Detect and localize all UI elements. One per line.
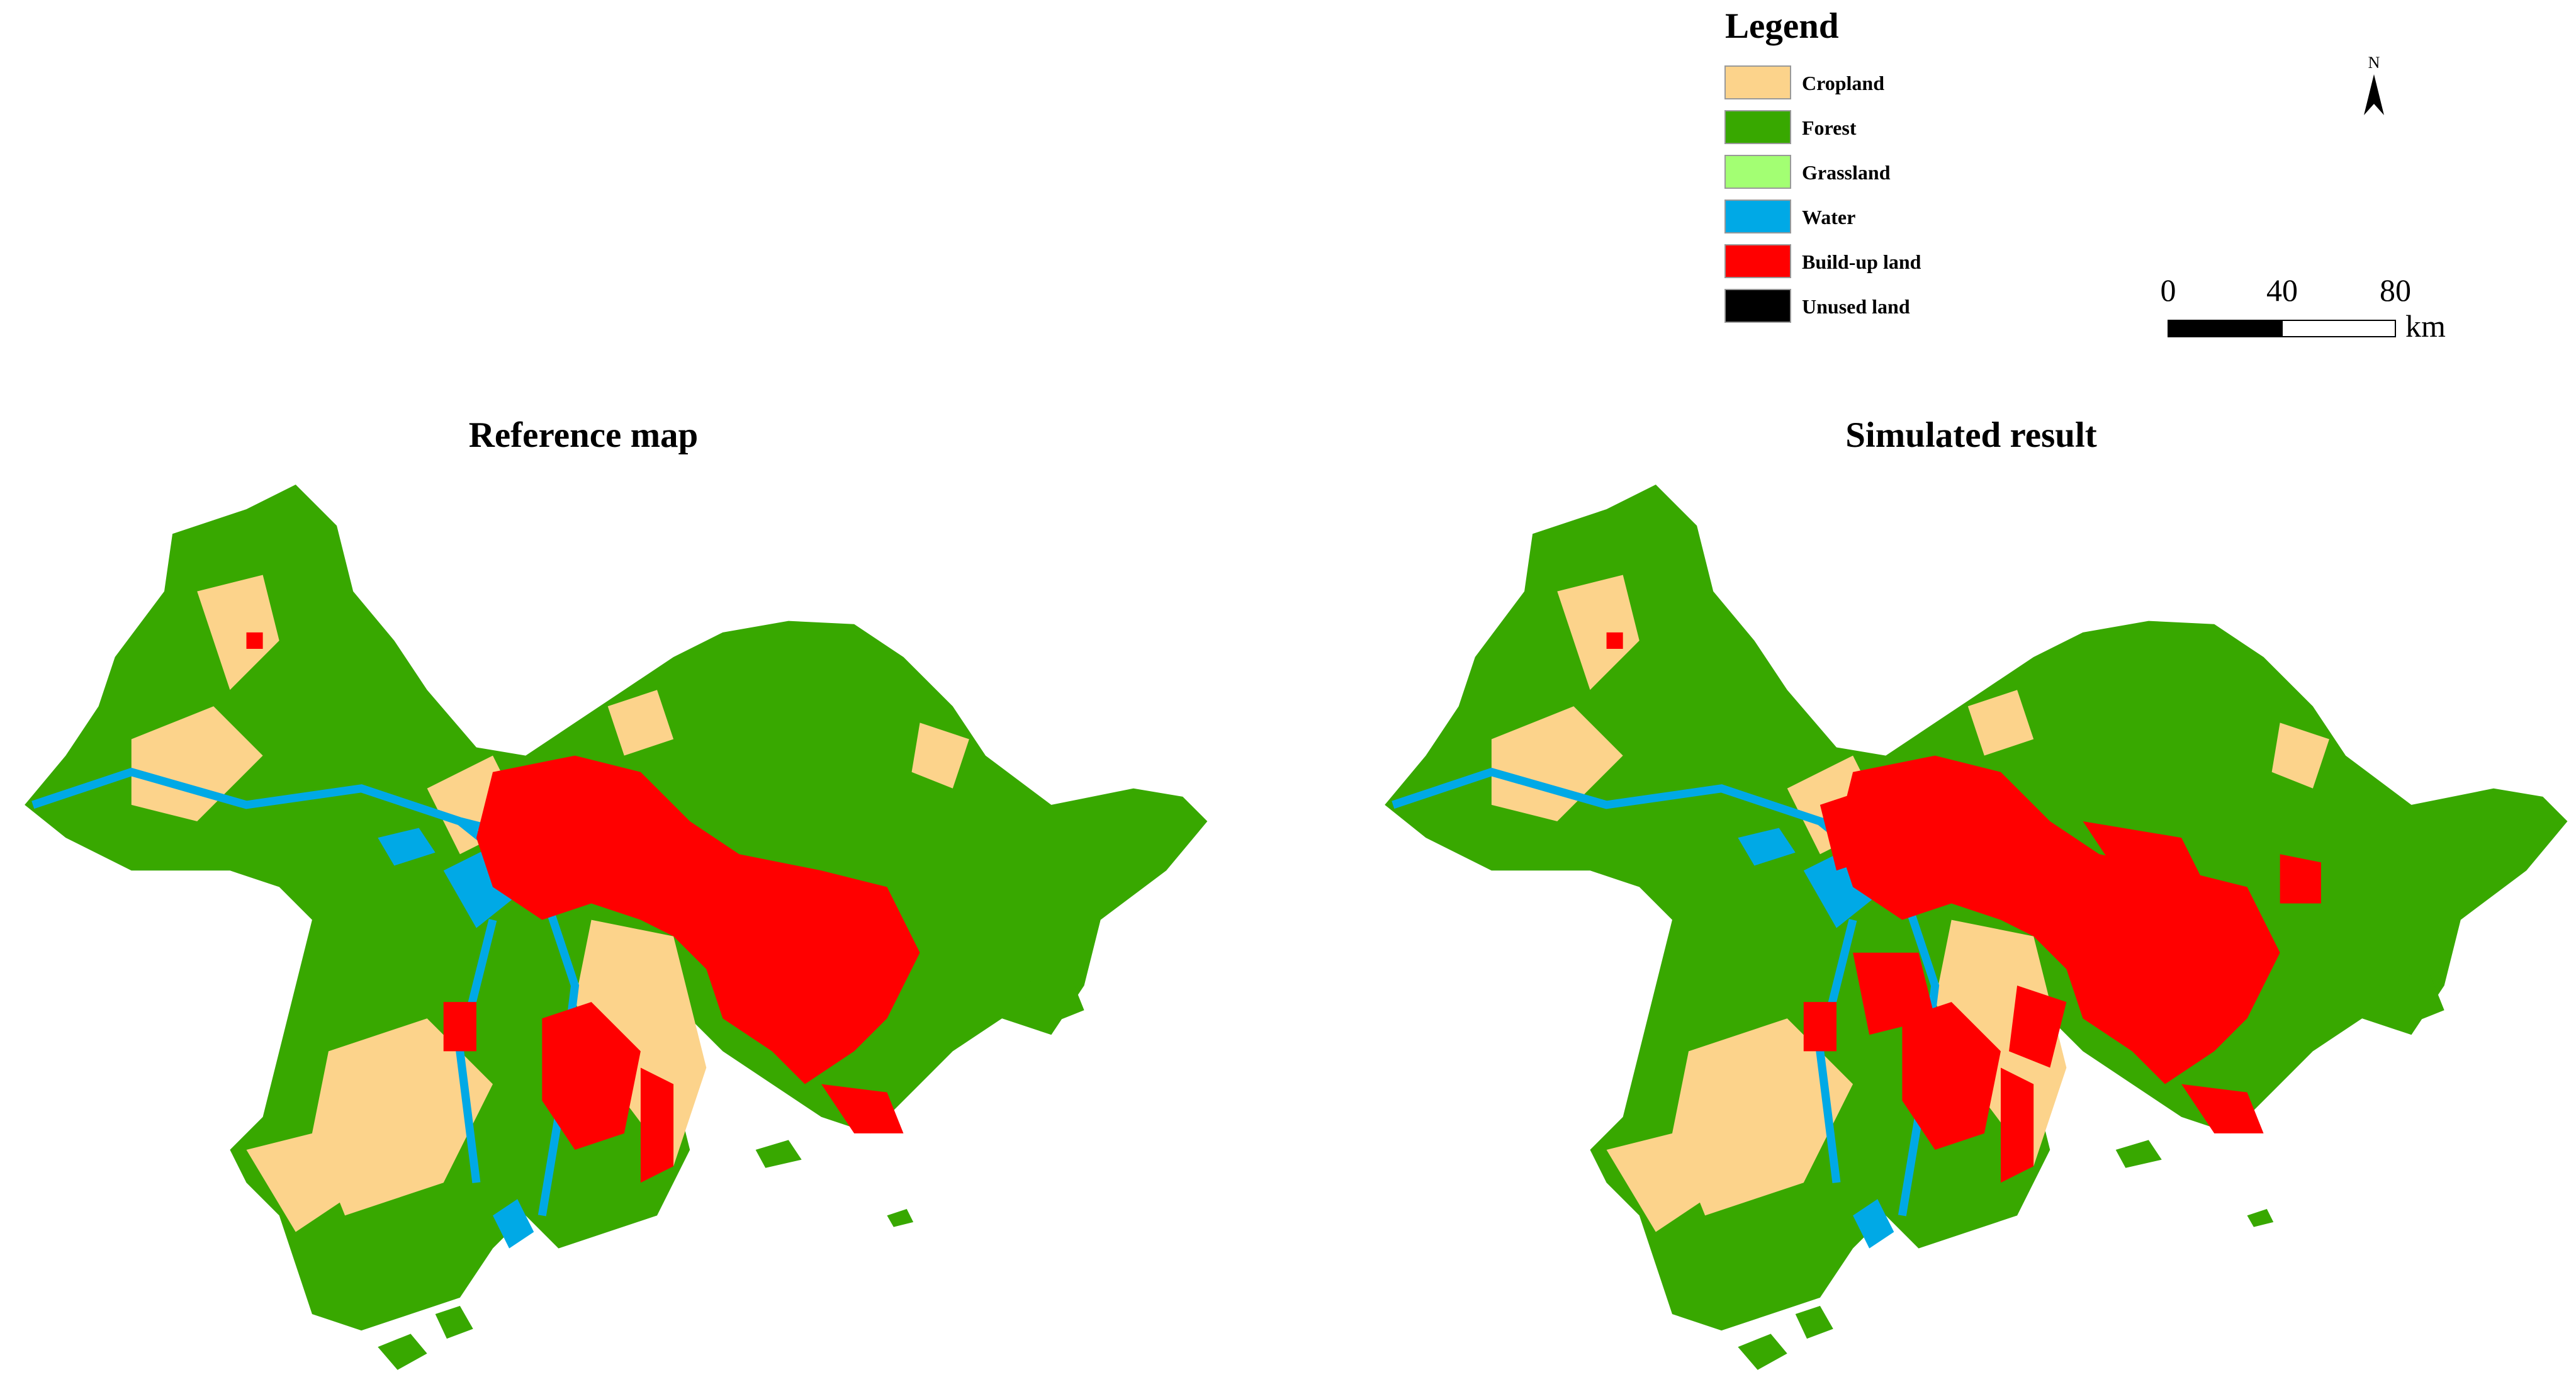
legend-swatch [1724,155,1791,189]
map-title: Reference map [469,415,699,455]
scale-bar-black [2168,320,2283,337]
scale-labels: 0 40 80 [2161,273,2412,308]
north-arrow: N [2364,53,2384,115]
legend-swatch [1724,110,1791,144]
land-use-map [25,485,1207,1370]
scale-tick-label: 40 [2266,273,2298,308]
legend-swatch [1724,200,1791,233]
scale-tick-label: 0 [2161,273,2176,308]
land-use-map [1385,485,2567,1370]
legend-swatch [1724,244,1791,278]
legend-label: Build-up land [1802,250,1921,273]
map-title: Simulated result [1845,415,2097,455]
scale-bar: 0 40 80 km [2161,273,2446,344]
scale-bar-white [2281,320,2396,337]
legend: Legend Cropland Forest Grassland Water Build… [1724,6,1921,323]
map-panel: Reference map [25,415,1207,1370]
legend-title: Legend [1725,6,1839,46]
legend-label: Unused land [1802,295,1910,318]
legend-swatch [1724,289,1791,323]
legend-label: Grassland [1802,161,1891,184]
legend-swatch [1724,65,1791,99]
scale-unit: km [2405,308,2446,344]
legend-label: Water [1802,206,1855,228]
legend-label: Cropland [1802,72,1884,94]
legend-label: Forest [1802,116,1857,139]
north-label: N [2368,53,2380,72]
scale-tick-label: 80 [2380,273,2411,308]
map-panel: Simulated result [1385,415,2567,1370]
north-arrow-icon [2364,74,2384,115]
legend-items: Cropland Forest Grassland Water Build-up lan… [1724,65,1921,323]
